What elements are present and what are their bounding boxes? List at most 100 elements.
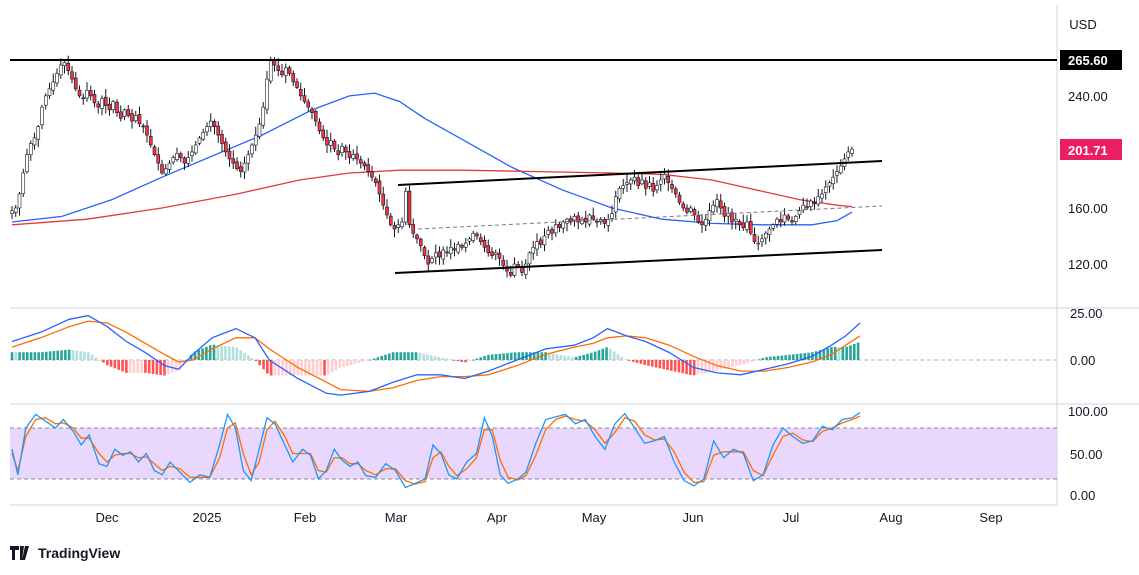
- macd-histogram-bar: [776, 355, 780, 360]
- candle-body: [400, 221, 404, 227]
- candle-body: [613, 196, 618, 213]
- candle-body: [231, 158, 236, 164]
- channel-lower-line[interactable]: [394, 249, 883, 274]
- macd-histogram-bar: [128, 360, 132, 373]
- macd-histogram-bar: [502, 353, 505, 360]
- candle-body: [246, 154, 251, 164]
- macd-histogram-bar: [307, 360, 311, 376]
- time-label-feb: Feb: [294, 510, 316, 525]
- macd-histogram-bar: [140, 360, 143, 373]
- macd-histogram-bar: [22, 352, 25, 360]
- candle-body: [70, 71, 74, 80]
- macd-histogram-bar: [376, 357, 380, 360]
- macd-histogram-bar: [346, 360, 349, 366]
- macd-histogram-bar: [479, 357, 483, 360]
- candle-body: [576, 215, 581, 223]
- candle-body: [628, 179, 633, 185]
- candle-body: [666, 175, 671, 184]
- candle-body: [493, 252, 498, 255]
- macd-histogram-bar: [144, 360, 147, 373]
- macd-histogram-bar: [483, 356, 486, 360]
- candle-body: [778, 219, 783, 223]
- candle-body: [490, 251, 494, 256]
- macd-histogram-bar: [761, 358, 765, 360]
- macd-histogram-bar: [647, 360, 650, 366]
- candle-body: [580, 218, 584, 225]
- candle-body: [373, 178, 378, 184]
- macd-histogram-bar: [605, 347, 608, 360]
- time-label-mar: Mar: [385, 510, 408, 525]
- candle-body: [568, 218, 573, 223]
- candle-body: [823, 186, 828, 194]
- candle-body: [816, 196, 821, 205]
- macd-histogram-bar: [342, 360, 345, 367]
- candle-body: [253, 134, 258, 146]
- price-tick-120: 120.00: [1068, 257, 1108, 272]
- macd-histogram-bar: [37, 352, 40, 360]
- candle-body: [602, 219, 607, 224]
- candle-body: [651, 183, 656, 192]
- macd-tick-25: 25.00: [1070, 306, 1103, 321]
- candle-body: [501, 259, 506, 266]
- candle-body: [276, 65, 281, 71]
- candle-body: [122, 109, 127, 117]
- macd-histogram-bar: [266, 360, 269, 374]
- macd-histogram-bar: [818, 350, 822, 360]
- candle-body: [156, 154, 161, 164]
- macd-histogram-bar: [769, 356, 772, 360]
- channel-midline[interactable]: [417, 205, 883, 230]
- macd-histogram-bar: [521, 352, 525, 360]
- candle-body: [793, 216, 798, 222]
- candle-body: [812, 202, 817, 205]
- macd-histogram-bar: [258, 360, 262, 366]
- macd-histogram-bar: [822, 349, 826, 360]
- macd-histogram-bar: [597, 350, 601, 360]
- macd-histogram-bar: [243, 352, 246, 360]
- candle-body: [797, 210, 802, 215]
- candle-body: [756, 242, 761, 245]
- candle-body: [572, 216, 577, 221]
- candle-body: [553, 224, 558, 234]
- macd-histogram-bar: [639, 360, 643, 364]
- macd-histogram-bar: [33, 352, 37, 360]
- candle-body: [257, 123, 262, 137]
- candle-body: [771, 224, 776, 229]
- macd-histogram-bar: [856, 342, 860, 360]
- candle-body: [508, 272, 513, 276]
- macd-histogram-bar: [559, 354, 563, 360]
- candle-body: [643, 180, 648, 189]
- candle-body: [700, 221, 704, 226]
- candle-body: [137, 113, 142, 125]
- channel-upper-line[interactable]: [397, 160, 883, 186]
- candle-body: [782, 214, 787, 223]
- stochastic-band: [10, 428, 1057, 479]
- candle-body: [730, 212, 734, 223]
- candle-body: [677, 194, 682, 203]
- candle-body: [647, 182, 652, 187]
- candles[interactable]: [10, 55, 854, 279]
- macd-histogram-bar: [197, 349, 201, 360]
- macd-histogram-bar: [509, 352, 513, 360]
- candle-body: [422, 247, 427, 256]
- candle-body: [655, 185, 659, 191]
- candle-body: [280, 70, 284, 76]
- candle-body: [182, 157, 187, 164]
- time-label-sep: Sep: [979, 510, 1002, 525]
- candle-body: [591, 215, 596, 220]
- candle-body: [118, 111, 123, 119]
- macd-histogram-bar: [567, 356, 570, 360]
- macd-histogram-bar: [292, 360, 296, 376]
- tradingview-brand[interactable]: TradingView: [10, 545, 120, 561]
- macd-histogram-bar: [125, 360, 128, 373]
- price-tick-240: 240.00: [1068, 89, 1108, 104]
- tradingview-logo-icon: [10, 546, 29, 560]
- macd-histogram-bar: [845, 346, 848, 360]
- macd-histogram-bar: [174, 360, 178, 372]
- candle-body: [81, 97, 86, 100]
- candle-body: [820, 193, 824, 199]
- candle-body: [208, 120, 213, 127]
- stochastic-k-line: [11, 412, 861, 489]
- macd-histogram-bar: [163, 360, 166, 376]
- macd-histogram-bar: [83, 351, 86, 360]
